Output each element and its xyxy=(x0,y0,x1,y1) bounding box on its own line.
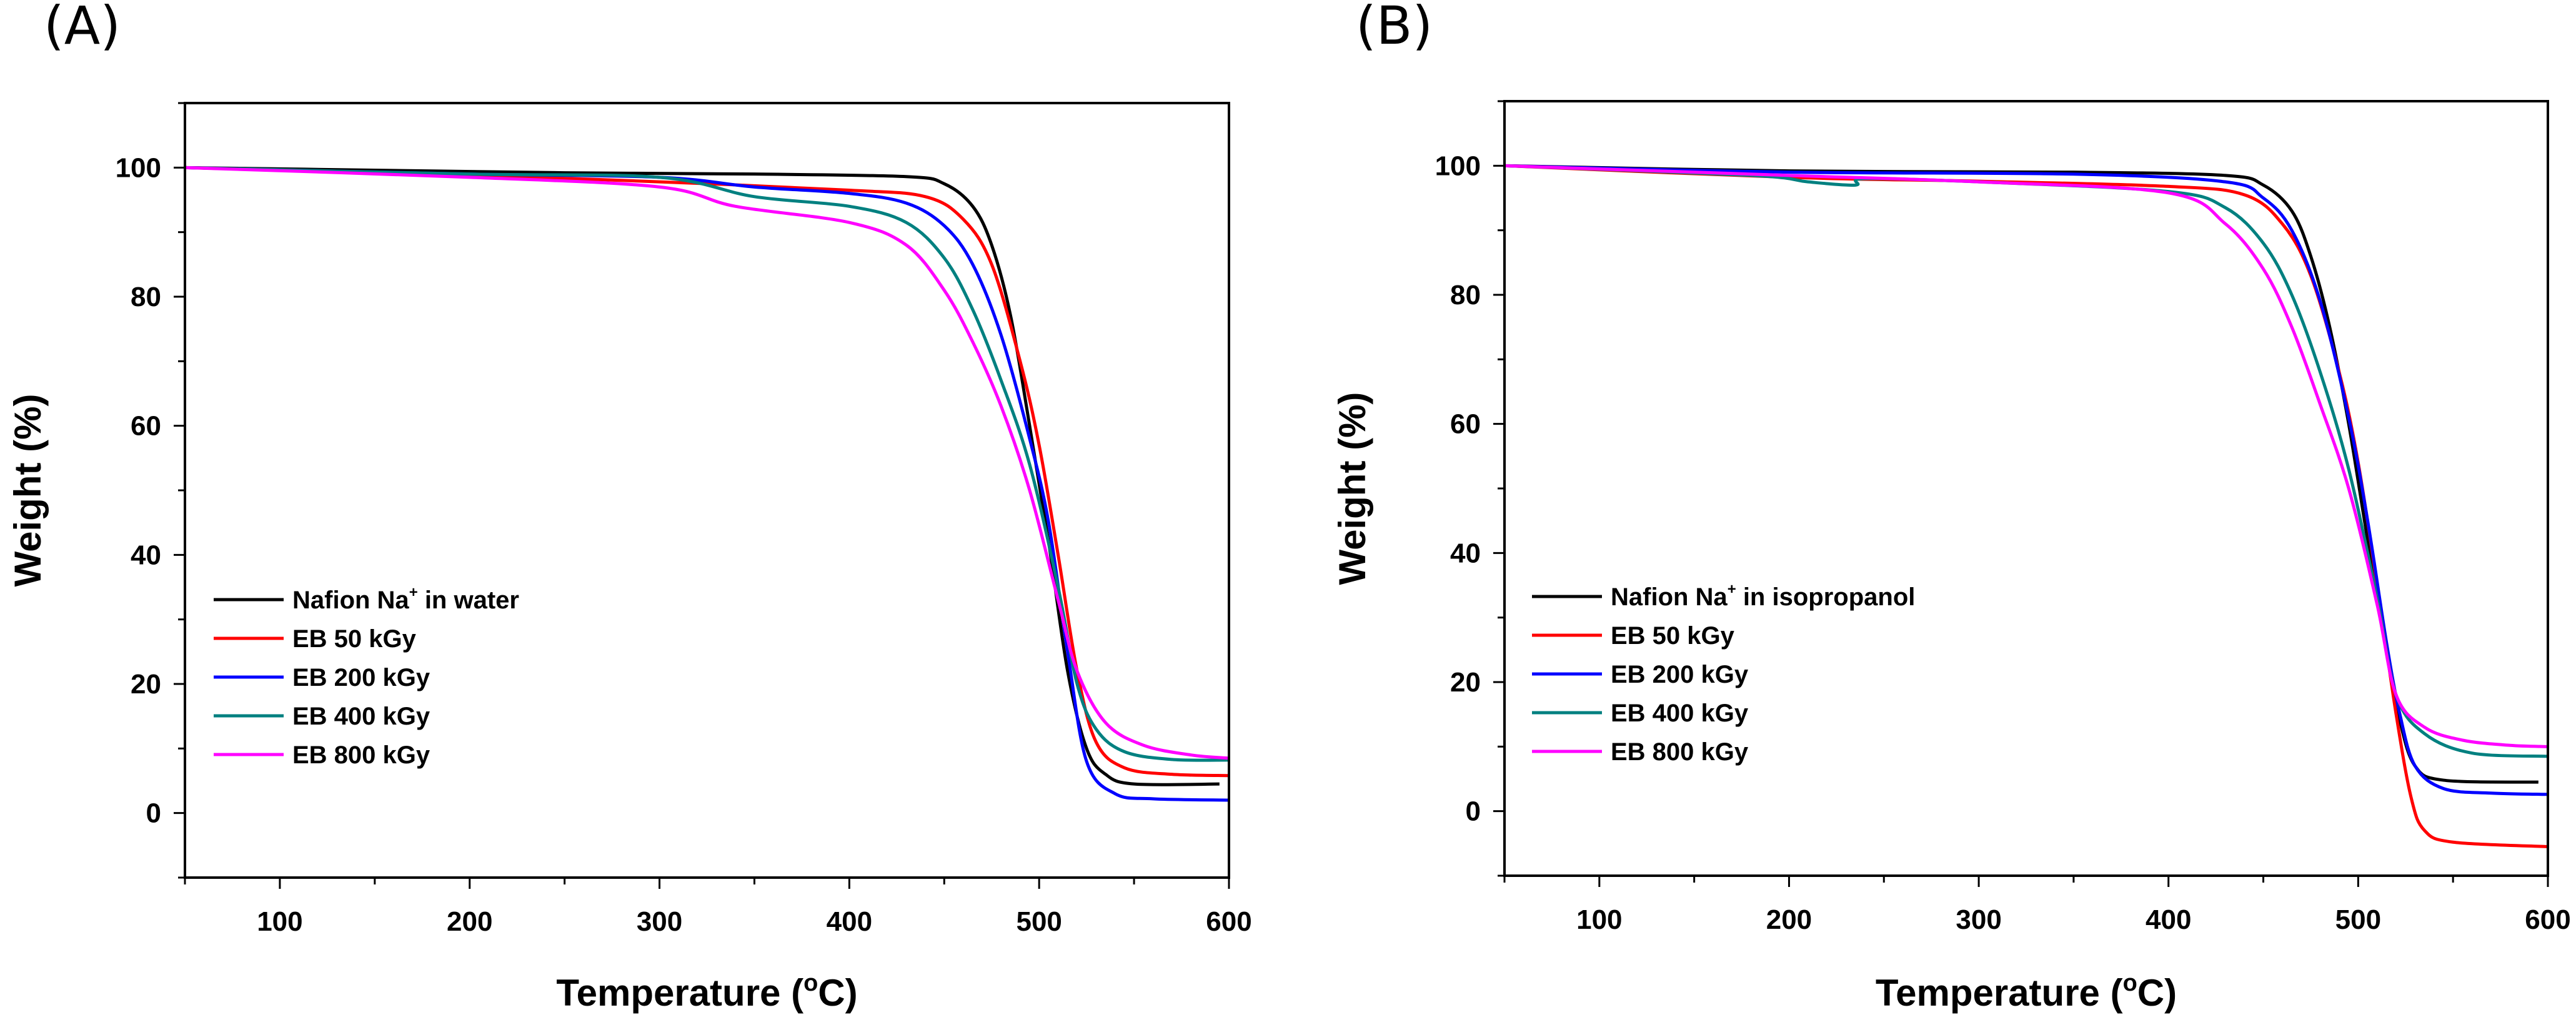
series-line-eb-50-kgy xyxy=(185,166,1229,778)
legend-label-text: EB 200 kGy xyxy=(1611,661,1749,688)
legend-label-suffix: in water xyxy=(418,587,519,614)
y-tick-label: 60 xyxy=(131,411,161,442)
y-tick-label: 20 xyxy=(131,669,161,700)
y-tick-label: 20 xyxy=(1450,667,1481,698)
x-tick-label: 100 xyxy=(257,906,302,937)
x-tick-label: 300 xyxy=(637,906,682,937)
series-line-eb-800-kgy xyxy=(185,166,1229,760)
legend-label: EB 200 kGy xyxy=(1611,661,1749,688)
legend-label: Nafion Na+ in isopropanol xyxy=(1611,581,1915,611)
legend-item: EB 400 kGy xyxy=(214,703,430,730)
x-tick-label: 200 xyxy=(1766,904,1812,935)
legend-label: Nafion Na+ in water xyxy=(292,584,519,614)
x-tick-label: 100 xyxy=(1576,904,1622,935)
legend-item: Nafion Na+ in water xyxy=(214,584,519,614)
series-group xyxy=(1504,164,2548,848)
y-tick-label: 40 xyxy=(1450,538,1481,568)
y-tick-label: 60 xyxy=(1450,409,1481,440)
panel-b: (B) 100 200 300 400 500 600 0 20 40 60 80 100 Tempera… xyxy=(1331,0,2571,1014)
legend-label-text: EB 400 kGy xyxy=(292,703,430,730)
legend-label-text: EB 200 kGy xyxy=(292,664,430,691)
y-tick-label: 0 xyxy=(146,798,161,829)
x-tick-label: 400 xyxy=(2146,904,2191,935)
x-tick-label: 200 xyxy=(447,906,492,937)
x-tick-label: 400 xyxy=(827,906,872,937)
legend-label-suffix: in isopropanol xyxy=(1736,583,1916,611)
legend-item: EB 400 kGy xyxy=(1532,700,1749,727)
x-axis-title-text: Temperature ( xyxy=(556,972,803,1014)
y-tick-label: 40 xyxy=(131,540,161,570)
y-tick-label: 80 xyxy=(1450,280,1481,310)
x-axis-title: Temperature (oC) xyxy=(1876,970,2177,1014)
legend-label: EB 200 kGy xyxy=(292,664,430,691)
y-tick-label: 100 xyxy=(1435,151,1481,181)
legend-superscript: + xyxy=(409,584,418,601)
x-tick-label: 600 xyxy=(1206,906,1251,937)
y-axis-title: Weight (%) xyxy=(1331,392,1373,585)
panel-label: (B) xyxy=(1356,0,1433,56)
y-tick-label: 100 xyxy=(116,152,161,183)
legend-label-text: Nafion Na xyxy=(1611,583,1728,611)
y-tick-label: 80 xyxy=(131,282,161,312)
legend-label-text: EB 50 kGy xyxy=(292,625,417,653)
legend-label-text: EB 50 kGy xyxy=(1611,622,1735,650)
legend-label-text: EB 400 kGy xyxy=(1611,700,1749,727)
series-line-eb-200-kgy xyxy=(1504,164,2548,796)
legend-item: EB 200 kGy xyxy=(1532,661,1749,688)
panel-label: (A) xyxy=(44,0,121,56)
x-tick-label: 300 xyxy=(1956,904,2001,935)
legend-label-text: EB 800 kGy xyxy=(1611,738,1749,766)
legend-label-text: EB 800 kGy xyxy=(292,741,430,769)
x-tick-label: 600 xyxy=(2525,904,2570,935)
y-tick-label: 0 xyxy=(1466,796,1481,827)
series-line-nafion-na-in-isopropanol xyxy=(1504,164,2539,784)
legend-item: EB 50 kGy xyxy=(1532,622,1735,650)
legend-item: EB 800 kGy xyxy=(1532,738,1749,766)
series-line-nafion-na-in-water xyxy=(185,166,1220,786)
panel-a: (A) 100 200 300 400 500 600 0 20 40 60 80 100 Tempera… xyxy=(7,0,1252,1014)
x-tick-label: 500 xyxy=(1016,906,1062,937)
x-tick-label: 500 xyxy=(2335,904,2381,935)
series-group xyxy=(185,166,1229,802)
legend-label: EB 800 kGy xyxy=(292,741,430,769)
legend-item: Nafion Na+ in isopropanol xyxy=(1532,581,1915,611)
legend-label: EB 50 kGy xyxy=(1611,622,1735,650)
legend-item: EB 800 kGy xyxy=(214,741,430,769)
series-line-eb-800-kgy xyxy=(1504,164,2548,748)
y-axis-title: Weight (%) xyxy=(7,394,49,587)
degree-superscript: o xyxy=(803,970,818,996)
legend-label: EB 800 kGy xyxy=(1611,738,1749,766)
x-axis-title-unit: C) xyxy=(818,972,857,1014)
series-line-eb-400-kgy xyxy=(185,166,1229,762)
legend-label-text: Nafion Na xyxy=(292,587,409,614)
degree-superscript: o xyxy=(2123,970,2137,996)
x-axis-title: Temperature (oC) xyxy=(556,970,857,1014)
legend-item: EB 50 kGy xyxy=(214,625,417,653)
legend-item: EB 200 kGy xyxy=(214,664,430,691)
legend-superscript: + xyxy=(1728,581,1736,598)
legend-label: EB 50 kGy xyxy=(292,625,417,653)
legend-label: EB 400 kGy xyxy=(292,703,430,730)
x-axis-title-unit: C) xyxy=(2137,972,2177,1014)
legend-label: EB 400 kGy xyxy=(1611,700,1749,727)
x-axis-title-text: Temperature ( xyxy=(1876,972,2123,1014)
